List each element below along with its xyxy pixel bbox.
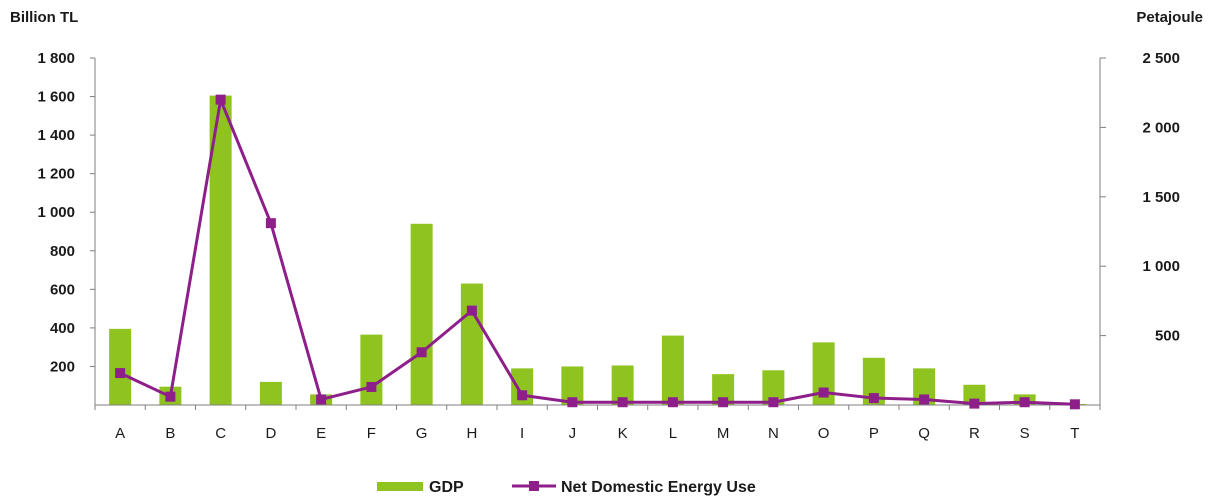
left-tick-label: 400 xyxy=(50,320,75,337)
legend: GDP Net Domestic Energy Use xyxy=(377,479,756,496)
category-label-k: K xyxy=(618,425,628,442)
left-tick-label: 1 800 xyxy=(37,50,75,67)
gdp-bar-a xyxy=(109,328,132,405)
category-label-j: J xyxy=(569,425,577,442)
gdp-bar-n xyxy=(762,370,785,405)
left-tick-label: 1 600 xyxy=(37,89,75,106)
energy-point-f xyxy=(366,381,377,392)
gdp-bar-j xyxy=(561,366,584,405)
energy-point-i xyxy=(517,390,528,401)
left-tick-label: 1 400 xyxy=(37,127,75,144)
gdp-bar-h xyxy=(460,283,483,405)
energy-point-q xyxy=(919,394,930,405)
energy-line xyxy=(115,94,1080,410)
energy-point-n xyxy=(768,397,779,408)
gdp-bar-m xyxy=(712,374,735,405)
category-label-e: E xyxy=(316,425,326,442)
energy-point-t xyxy=(1069,399,1080,410)
energy-point-l xyxy=(667,397,678,408)
category-label-a: A xyxy=(115,425,125,442)
gdp-bar-g xyxy=(410,223,433,405)
energy-point-p xyxy=(868,393,879,404)
energy-point-k xyxy=(617,397,628,408)
gdp-bar-r xyxy=(963,384,986,405)
right-tick-label: 2 000 xyxy=(1142,119,1180,136)
category-label-p: P xyxy=(869,425,879,442)
category-label-t: T xyxy=(1070,425,1079,442)
category-label-c: C xyxy=(215,425,226,442)
legend-gdp-label: GDP xyxy=(429,479,464,496)
gdp-bar-o xyxy=(812,342,835,405)
category-label-f: F xyxy=(367,425,376,442)
axes xyxy=(94,58,1101,410)
category-label-h: H xyxy=(466,425,477,442)
gdp-bar-q xyxy=(913,368,936,405)
category-label-s: S xyxy=(1020,425,1030,442)
gdp-bar-c xyxy=(209,95,232,405)
energy-point-j xyxy=(567,397,578,408)
left-axis-ticks: 200 400 600 800 1 000 1 200 1 400 1 600 1 800 xyxy=(37,50,95,375)
right-tick-label: 2 500 xyxy=(1142,50,1180,67)
category-label-d: D xyxy=(265,425,276,442)
left-tick-label: 200 xyxy=(50,358,75,375)
left-tick-label: 600 xyxy=(50,281,75,298)
legend-energy-marker xyxy=(529,481,539,491)
legend-gdp-swatch xyxy=(377,482,423,491)
left-tick-label: 800 xyxy=(50,243,75,260)
legend-energy-label: Net Domestic Energy Use xyxy=(561,479,756,496)
category-label-q: Q xyxy=(918,425,930,442)
energy-point-e xyxy=(316,394,327,405)
energy-point-m xyxy=(718,397,729,408)
category-label-b: B xyxy=(165,425,175,442)
gdp-bar-d xyxy=(259,381,282,405)
category-labels: A B C D E F G H I J K L M N O P Q R S T xyxy=(115,425,1079,442)
energy-point-a xyxy=(115,368,126,379)
gdp-bar-k xyxy=(611,365,634,405)
energy-point-r xyxy=(969,398,980,409)
energy-point-h xyxy=(466,305,477,316)
category-label-o: O xyxy=(818,425,830,442)
category-label-m: M xyxy=(717,425,730,442)
energy-line-path xyxy=(119,98,1075,406)
right-axis-ticks: 500 1 000 1 500 2 000 2 500 xyxy=(1100,50,1180,345)
energy-point-c xyxy=(215,94,226,105)
gdp-bar-p xyxy=(862,357,885,405)
right-tick-label: 1 500 xyxy=(1142,189,1180,206)
energy-point-s xyxy=(1019,397,1030,408)
energy-point-b xyxy=(165,391,176,402)
left-axis-title: Billion TL xyxy=(10,9,78,26)
category-label-n: N xyxy=(768,425,779,442)
right-axis-title: Petajoule xyxy=(1136,9,1203,26)
category-label-r: R xyxy=(969,425,980,442)
left-tick-label: 1 200 xyxy=(37,166,75,183)
energy-point-d xyxy=(265,218,276,229)
right-tick-label: 1 000 xyxy=(1142,258,1180,275)
gdp-bar-l xyxy=(661,335,684,405)
gdp-bar-f xyxy=(360,334,383,405)
gdp-bars xyxy=(109,95,1086,405)
category-label-g: G xyxy=(416,425,428,442)
energy-point-g xyxy=(416,347,427,358)
right-tick-label: 500 xyxy=(1155,328,1180,345)
category-label-i: I xyxy=(520,425,524,442)
left-tick-label: 1 000 xyxy=(37,204,75,221)
energy-point-o xyxy=(818,387,829,398)
category-label-l: L xyxy=(669,425,677,442)
